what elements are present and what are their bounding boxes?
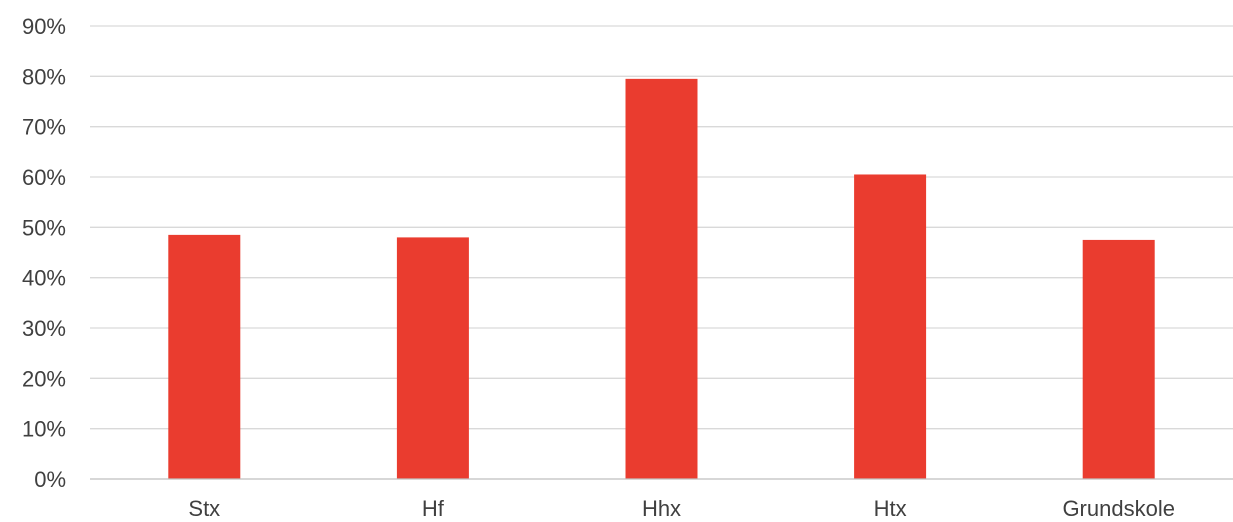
bar-hhx	[625, 78, 698, 479]
y-axis-tick-labels: 0% 10% 20% 30% 40% 50% 60% 70% 80% 90%	[22, 14, 66, 492]
x-category-label: Grundskole	[1062, 496, 1175, 521]
y-tick-label: 60%	[22, 165, 66, 190]
x-category-label: Hf	[422, 496, 445, 521]
y-tick-label: 30%	[22, 316, 66, 341]
x-axis-category-labels: Stx Hf Hhx Htx Grundskole	[188, 496, 1175, 521]
y-tick-label: 90%	[22, 14, 66, 39]
bar-stx	[168, 234, 241, 479]
y-tick-label: 50%	[22, 215, 66, 240]
y-tick-label: 70%	[22, 115, 66, 140]
y-tick-label: 0%	[34, 467, 66, 492]
bar-htx	[854, 174, 927, 479]
bar-hf	[396, 237, 469, 479]
bar-grundskole	[1082, 239, 1155, 479]
y-tick-label: 10%	[22, 417, 66, 442]
x-category-label: Htx	[874, 496, 907, 521]
x-category-label: Hhx	[642, 496, 681, 521]
bars	[168, 78, 1155, 479]
y-tick-label: 20%	[22, 366, 66, 391]
y-tick-label: 40%	[22, 266, 66, 291]
x-category-label: Stx	[188, 496, 220, 521]
y-tick-label: 80%	[22, 64, 66, 89]
